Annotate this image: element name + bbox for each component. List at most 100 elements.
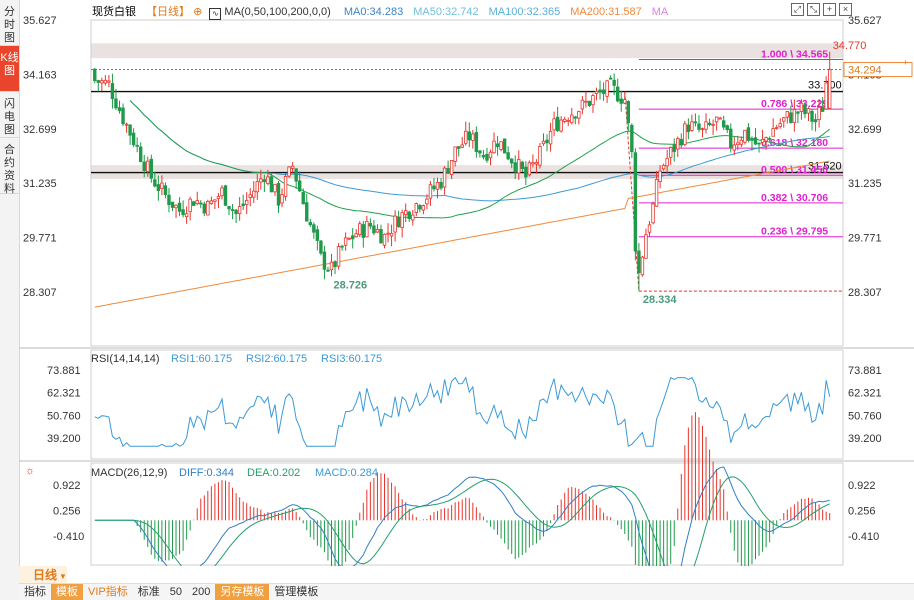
bottom-tab-3[interactable]: 标准 — [137, 586, 160, 598]
right-price-tick-0: 35.627 — [848, 15, 882, 27]
candle-body — [782, 117, 786, 122]
candle-body — [382, 233, 387, 246]
rsi-value-0: RSI1:60.175 — [171, 353, 232, 365]
candle-body — [683, 123, 687, 146]
side-tab-0[interactable]: 分时图 — [0, 0, 19, 46]
candle-body — [255, 181, 259, 193]
macd-value-2: MACD:0.284 — [315, 467, 378, 479]
bottom-tab-6[interactable]: 另存模板 — [215, 584, 270, 600]
bottom-tab-1[interactable]: 模板 — [51, 584, 83, 600]
candle-body — [107, 80, 111, 83]
candle-body — [775, 127, 779, 129]
candle-body — [322, 251, 327, 270]
candle-body — [379, 229, 383, 244]
candle-body — [711, 123, 715, 126]
candle-body — [517, 159, 521, 174]
window-controls: ⤢ ⤡ + × — [788, 3, 852, 16]
candle-body — [209, 200, 214, 205]
candle-body — [725, 125, 729, 131]
candle-body — [707, 122, 712, 126]
candle-body — [488, 151, 493, 159]
timeframe-label: 日线 — [33, 568, 58, 582]
candle-body — [658, 170, 662, 182]
candle-body — [234, 209, 238, 215]
candle-body — [612, 79, 616, 86]
bottom-tab-2[interactable]: VIP指标 — [88, 586, 128, 598]
candle-body — [693, 121, 698, 124]
candle-body — [672, 144, 676, 152]
candle-body — [121, 107, 125, 125]
candle-body — [435, 181, 440, 190]
candle-body — [184, 213, 189, 218]
bottom-tab-0[interactable]: 指标 — [24, 586, 46, 598]
candle-body — [563, 118, 567, 122]
settings-icon[interactable]: ⊕ — [193, 6, 203, 18]
panel-frame-1 — [90, 349, 844, 460]
ma-toggle-icon[interactable]: ∿ — [209, 8, 222, 20]
macd-settings-icon: ☼ — [25, 465, 35, 477]
timeframe-selector[interactable]: 日线 ▼ — [19, 566, 67, 583]
candle-body — [400, 212, 404, 228]
candle-body — [333, 261, 337, 268]
candle-body — [743, 129, 747, 143]
side-tab-1[interactable]: K线图 — [0, 46, 19, 92]
candle-body — [771, 128, 775, 137]
period-label[interactable]: 【日线】 — [146, 6, 190, 18]
candle-body — [464, 130, 468, 144]
candle-body — [163, 185, 168, 196]
candle-body — [375, 228, 380, 233]
candle-body — [280, 194, 284, 204]
candle-body — [746, 127, 751, 141]
candle-body — [149, 158, 153, 179]
rsi-left-tick-0: 73.881 — [47, 365, 81, 377]
close-icon[interactable]: × — [839, 3, 852, 16]
candle-body — [799, 102, 804, 112]
left-price-tick-5: 28.307 — [23, 287, 57, 299]
candle-body — [389, 233, 394, 237]
candle-body — [753, 137, 758, 145]
bottom-tab-4[interactable]: 50 — [169, 586, 182, 598]
cross-icon[interactable]: + — [823, 3, 836, 16]
macd-right-tick-2: -0.410 — [848, 531, 879, 543]
candle-body — [552, 118, 556, 131]
candle-body — [227, 206, 231, 210]
candle-body — [559, 119, 563, 132]
candle-body — [750, 138, 754, 141]
candle-body — [354, 233, 358, 238]
side-tab-2[interactable]: 闪电图 — [0, 92, 19, 138]
candle-body — [128, 124, 132, 136]
candle-body — [237, 206, 242, 215]
candle-body — [531, 162, 535, 165]
candle-body — [386, 232, 390, 235]
rsi-left-tick-3: 39.200 — [47, 433, 81, 445]
candle-body — [739, 139, 744, 145]
candle-body — [294, 168, 298, 182]
candle-body — [690, 121, 694, 131]
expand-icon[interactable]: ⤢ — [791, 3, 804, 16]
collapse-icon[interactable]: ⤡ — [807, 3, 820, 16]
candle-body — [541, 140, 546, 145]
candle-body — [495, 143, 500, 148]
candle-body — [796, 111, 800, 114]
candle-body — [432, 185, 436, 190]
candle-body — [114, 98, 118, 109]
candle-body — [729, 128, 733, 148]
ma-indicator-label[interactable]: MA(0,50,100,200,0,0) — [224, 6, 331, 18]
candle-body — [259, 178, 263, 183]
bottom-tab-7[interactable]: 管理模板 — [274, 586, 319, 598]
candle-body — [566, 120, 570, 122]
candle-body — [449, 159, 454, 175]
candle-body — [181, 209, 185, 216]
bottom-tab-5[interactable]: 200 — [191, 586, 211, 598]
candle-body — [697, 123, 701, 130]
candle-body — [213, 199, 217, 202]
candle-body — [287, 166, 291, 177]
candle-body — [651, 203, 655, 224]
candle-body — [478, 150, 482, 154]
candle-body — [548, 130, 553, 145]
candle-body — [248, 194, 252, 199]
candle-body — [509, 158, 514, 164]
side-tab-3[interactable]: 合约资料 — [0, 138, 19, 195]
candle-body — [188, 198, 192, 213]
